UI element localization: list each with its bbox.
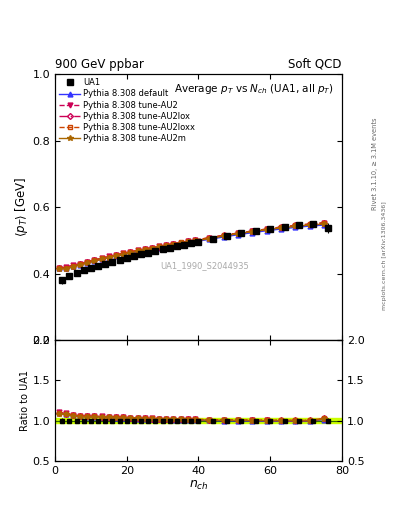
Legend: UA1, Pythia 8.308 default, Pythia 8.308 tune-AU2, Pythia 8.308 tune-AU2lox, Pyth: UA1, Pythia 8.308 default, Pythia 8.308 … [57,77,197,144]
Text: mcplots.cern.ch [arXiv:1306.3436]: mcplots.cern.ch [arXiv:1306.3436] [382,202,387,310]
Text: Rivet 3.1.10, ≥ 3.1M events: Rivet 3.1.10, ≥ 3.1M events [372,118,378,210]
Bar [55,418,342,423]
Y-axis label: $\langle p_T \rangle$ [GeV]: $\langle p_T \rangle$ [GeV] [13,177,29,237]
Text: Soft QCD: Soft QCD [288,58,342,71]
Y-axis label: Ratio to UA1: Ratio to UA1 [20,370,29,431]
Text: 900 GeV ppbar: 900 GeV ppbar [55,58,144,71]
Text: UA1_1990_S2044935: UA1_1990_S2044935 [160,261,249,270]
X-axis label: $n_{ch}$: $n_{ch}$ [189,478,208,492]
Text: Average $p_T$ vs $N_{ch}$ (UA1, all $p_T$): Average $p_T$ vs $N_{ch}$ (UA1, all $p_T… [174,82,333,96]
